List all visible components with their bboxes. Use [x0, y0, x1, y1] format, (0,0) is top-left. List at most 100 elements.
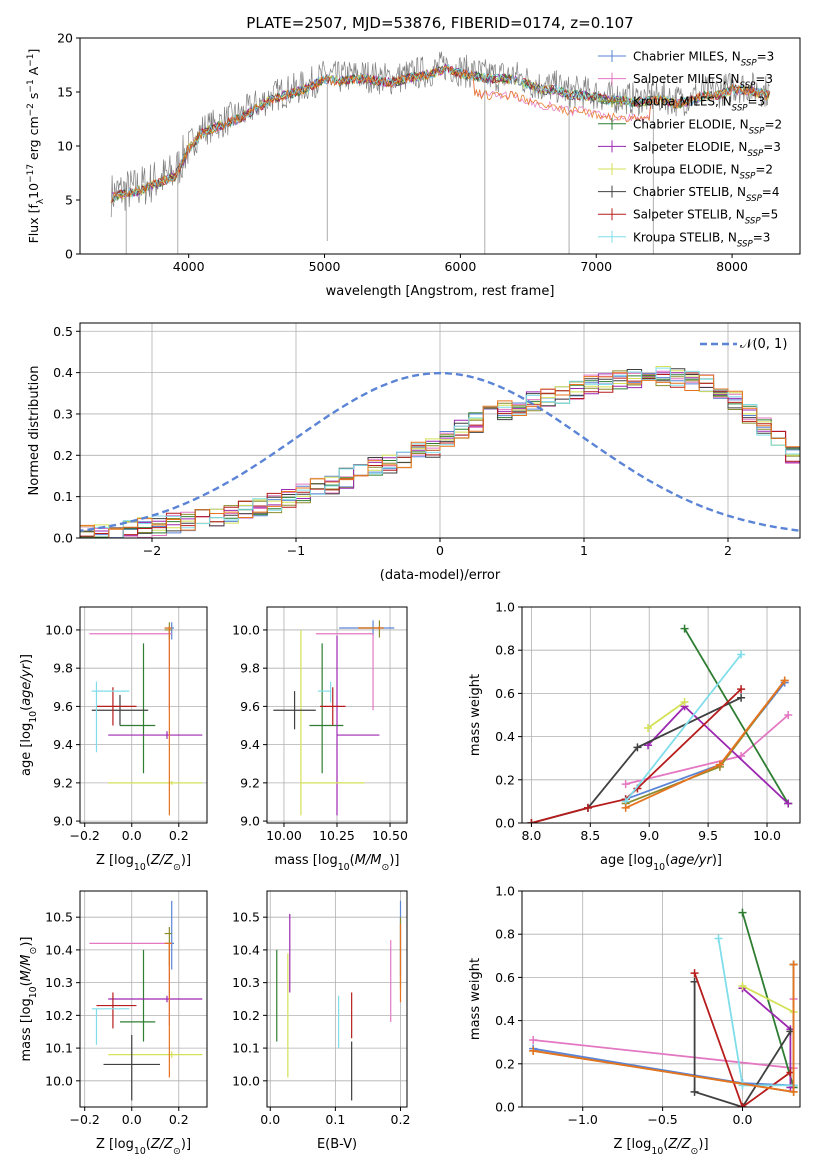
- label-part: Kroupa MILES, N: [633, 95, 732, 109]
- y-axis-label: mass [log10(M/M⊙)]: [19, 937, 39, 1062]
- label-part: (: [665, 853, 670, 868]
- weight-marker: [644, 723, 653, 732]
- weight-marker: [789, 1087, 798, 1096]
- weight-marker: [633, 743, 642, 752]
- y-tick-label: 0.3: [53, 406, 73, 421]
- y-tick-label: 9.4: [240, 737, 260, 752]
- x-tick-label: −1.0: [568, 1112, 598, 1127]
- weight-marker: [690, 1087, 699, 1096]
- errorbar-orange: [164, 942, 172, 1078]
- legend-entry-label: Chabrier MILES, NSSP=3: [633, 50, 774, 69]
- x-axis-label: Z [log10(Z/Z⊙)]: [96, 1137, 191, 1157]
- weight-line-kroupa-elodie: [647, 701, 686, 729]
- y-tick-label: 10.0: [232, 1073, 260, 1088]
- legend-entry-label: Kroupa ELODIE, NSSP=2: [633, 163, 773, 182]
- errorbar-salpeter-stelib: [96, 992, 137, 1029]
- weight-marker: [621, 780, 630, 789]
- axes-spectrum: 4000 5000 6000 7000 8000 0 5 10 15 20 wavelength […: [26, 31, 801, 299]
- label-part: (: [146, 853, 151, 868]
- x-axis-label: age [log10(age/yr)]: [600, 853, 722, 873]
- legend-entry-label: Salpeter ELODIE, NSSP=3: [633, 140, 781, 159]
- weight-line-chabrier-stelib: [693, 981, 792, 1107]
- x-tick-label: 2: [724, 543, 732, 558]
- label-part: s: [26, 93, 41, 104]
- y-tick-label: 10.5: [45, 910, 73, 925]
- errorbar-kroupa-miles: [164, 927, 172, 967]
- y-tick-label: 0.2: [495, 772, 515, 787]
- x-tick-label: 0.2: [391, 1112, 411, 1127]
- label-part: Flux [f: [26, 204, 41, 244]
- histogram-orange: [80, 372, 800, 538]
- weight-line-chabrier-elodie: [683, 628, 789, 805]
- legend-entry-label: Salpeter STELIB, NSSP=5: [633, 208, 778, 227]
- x-tick-label: 8000: [716, 259, 748, 274]
- y-tick-label: 0.6: [495, 970, 515, 985]
- y-tick-label: 0.4: [495, 729, 515, 744]
- x-tick-label: 0.1: [325, 1112, 345, 1127]
- label-part: SSP: [747, 149, 764, 159]
- weight-line-chabrier-miles: [533, 964, 795, 1087]
- axes-weight-vs-Z: −1.0 −0.5 0.0 0.0 0.2 0.4 0.6 0.8 1.0 Z [log10(Z/…: [468, 884, 801, 1157]
- y-tick-label: 0.4: [53, 365, 73, 380]
- label-part: )]: [181, 1137, 191, 1152]
- errorbar-salpeter-miles: [89, 629, 172, 711]
- y-tick-label: 9.8: [240, 661, 260, 676]
- histogram-chabrier-stelib: [80, 368, 800, 538]
- y-tick-label: 9.8: [53, 661, 73, 676]
- label-part: ⊙: [691, 1146, 699, 1157]
- label-part: SSP: [737, 239, 754, 249]
- weight-marker: [789, 960, 798, 969]
- axes-frame: [266, 890, 408, 1108]
- weight-marker: [690, 969, 699, 978]
- y-axis-label: Normed distribution: [27, 366, 42, 496]
- x-tick-label: 9.5: [698, 828, 718, 843]
- weight-line-kroupa-miles: [533, 964, 795, 1093]
- label-part: A: [26, 66, 41, 79]
- label-part: =3: [763, 140, 781, 154]
- x-tick-label: −1: [287, 543, 305, 558]
- figure-title: PLATE=2507, MJD=53876, FIBERID=0174, z=0…: [246, 14, 633, 32]
- x-tick-label: 10.00: [266, 828, 302, 843]
- model-spectrum-salpeter-stelib: [110, 65, 771, 203]
- label-part: 10: [338, 862, 350, 873]
- label-part: mass [log: [275, 853, 338, 868]
- label-part: −17: [26, 164, 36, 183]
- label-part: Z [log: [96, 1137, 134, 1152]
- plot-area-age-vs-mass: [273, 620, 395, 816]
- legend-entry-label: Kroupa MILES, NSSP=3: [633, 95, 765, 114]
- weight-marker: [738, 1081, 747, 1090]
- y-tick-label: 0.0: [53, 531, 73, 546]
- y-tick-label: 10.3: [45, 975, 73, 990]
- axes-frame: [521, 606, 801, 824]
- errorbar-kroupa-stelib: [317, 681, 332, 703]
- label-part: =3: [748, 95, 766, 109]
- errorbar-salpeter-elodie: [336, 635, 380, 816]
- axes-weight-vs-age: 8.0 8.5 9.0 9.5 10.0 0.0 0.2 0.4 0.6 0.8 1.0 age [l…: [468, 600, 801, 873]
- x-tick-label: 4000: [173, 259, 205, 274]
- label-part: SSP: [740, 172, 757, 182]
- y-tick-label: 0.4: [495, 1013, 515, 1028]
- y-tick-label: 1.0: [495, 600, 515, 615]
- label-part: Chabrier ELODIE, N: [633, 117, 749, 131]
- y-tick-label: 10: [57, 139, 73, 154]
- x-axis-label: wavelength [Angstrom, rest frame]: [326, 284, 555, 299]
- y-tick-label: 9.6: [240, 699, 260, 714]
- x-tick-label: 0.0: [122, 1112, 142, 1127]
- label-part: Z [log: [96, 853, 134, 868]
- y-tick-label: 9.2: [53, 775, 73, 790]
- label-part: )]: [712, 853, 722, 868]
- y-tick-label: 9.0: [240, 814, 260, 829]
- label-part: age/yr: [19, 662, 34, 705]
- weight-marker: [621, 803, 630, 812]
- label-part: age/yr: [670, 853, 713, 868]
- label-part: Kroupa ELODIE, N: [633, 163, 740, 177]
- label-part: (: [350, 853, 355, 868]
- x-tick-label: 0.0: [122, 828, 142, 843]
- label-part: =2: [755, 163, 773, 177]
- label-part: ⊙: [28, 947, 39, 955]
- errorbar-kroupa-elodie: [108, 1051, 203, 1058]
- errorbar-salpeter-elodie: [108, 731, 203, 739]
- label-part: SSP: [732, 104, 749, 114]
- errorbar-salpeter-stelib: [320, 687, 346, 726]
